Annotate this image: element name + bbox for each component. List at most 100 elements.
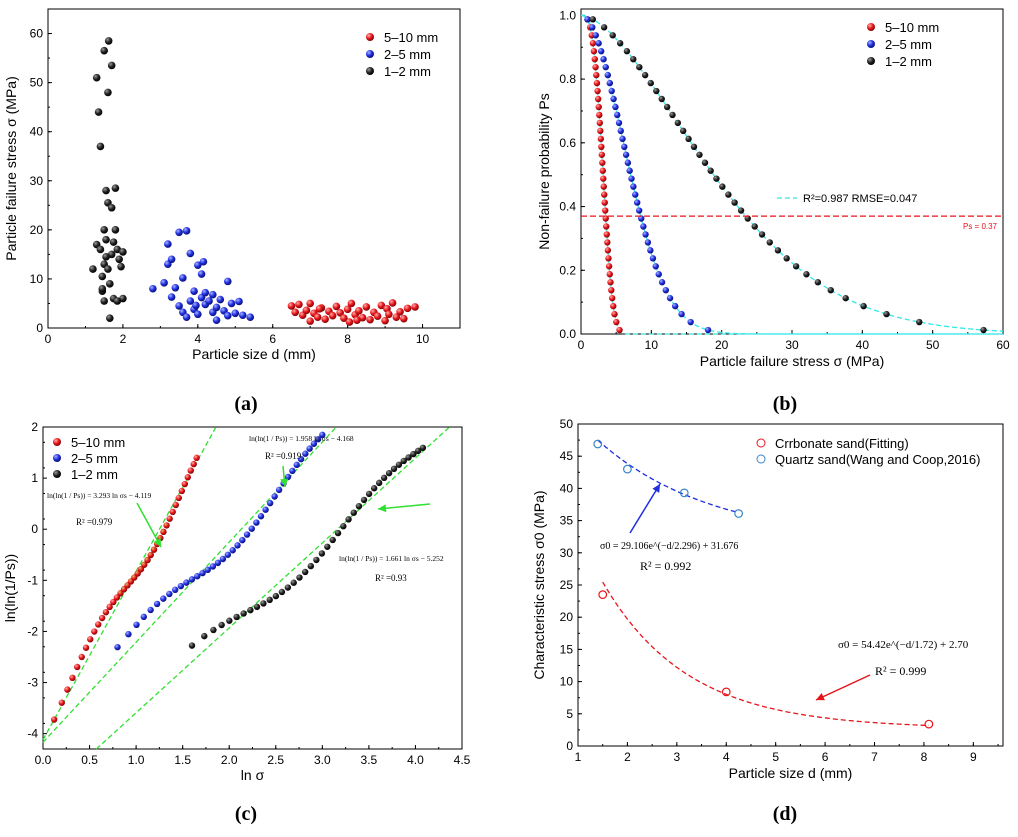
data-point bbox=[623, 48, 631, 55]
data-point bbox=[306, 445, 313, 452]
data-point bbox=[293, 461, 300, 469]
data-point bbox=[655, 271, 662, 278]
data-point bbox=[219, 555, 227, 563]
data-point bbox=[644, 239, 652, 246]
x-tick-label: 4.5 bbox=[454, 753, 471, 767]
data-point bbox=[137, 566, 145, 573]
data-point bbox=[595, 40, 602, 47]
x-tick-label: 1.0 bbox=[128, 753, 145, 767]
data-point bbox=[78, 653, 85, 661]
data-point bbox=[104, 88, 112, 97]
annotation-arrowhead bbox=[652, 484, 660, 493]
data-point bbox=[58, 699, 65, 706]
data-point bbox=[685, 135, 692, 143]
fit-curve bbox=[602, 581, 929, 727]
data-point bbox=[231, 309, 240, 318]
x-axis-label: ln σ bbox=[241, 767, 265, 783]
legend-marker bbox=[756, 438, 766, 448]
x-tick-label: 1.5 bbox=[174, 753, 191, 767]
data-point bbox=[355, 307, 363, 315]
data-point bbox=[334, 529, 342, 537]
legend-label: 5–10 mm bbox=[885, 20, 939, 35]
data-point bbox=[758, 231, 766, 238]
data-point bbox=[365, 490, 373, 498]
data-point bbox=[324, 543, 331, 550]
data-point bbox=[149, 284, 157, 293]
data-point bbox=[619, 135, 626, 143]
data-point bbox=[605, 255, 612, 262]
data-point bbox=[94, 108, 103, 116]
r2-annotation: R² = 0.992 bbox=[640, 559, 691, 573]
data-point bbox=[287, 302, 296, 310]
data-point bbox=[687, 318, 694, 326]
data-point bbox=[633, 199, 641, 206]
equation-annotation: ln(ln(1 / Ps)) = 1.958 ln σs − 4.168 bbox=[249, 434, 354, 443]
data-point bbox=[175, 228, 183, 237]
data-point bbox=[307, 562, 315, 570]
data-point bbox=[113, 297, 122, 305]
fit-curve bbox=[580, 14, 1004, 332]
data-point bbox=[235, 297, 243, 306]
legend-marker bbox=[53, 454, 61, 462]
data-point bbox=[171, 586, 179, 594]
data-point bbox=[199, 257, 208, 266]
y-tick-label: 20 bbox=[560, 610, 574, 624]
data-point bbox=[860, 302, 867, 310]
legend-label: 5–10 mm bbox=[71, 435, 125, 450]
data-point bbox=[109, 238, 118, 246]
data-point bbox=[247, 606, 254, 614]
data-point bbox=[234, 542, 241, 549]
x-tick-label: 4 bbox=[723, 750, 730, 764]
legend-marker bbox=[53, 438, 61, 446]
y-axis-label: Non-failure probability Ps bbox=[536, 93, 552, 249]
y-tick-label: 10 bbox=[560, 675, 574, 689]
x-tick-label: 0.5 bbox=[81, 753, 98, 767]
data-point bbox=[224, 551, 232, 558]
data-point bbox=[377, 301, 386, 310]
data-point bbox=[212, 303, 221, 312]
data-point bbox=[328, 311, 337, 320]
plot-frame bbox=[47, 8, 461, 329]
y-tick-label: 5 bbox=[566, 707, 573, 721]
data-point bbox=[584, 16, 591, 23]
panel-label-d: (d) bbox=[773, 803, 797, 825]
data-point bbox=[362, 303, 371, 311]
data-point bbox=[188, 576, 196, 583]
data-point bbox=[289, 467, 296, 475]
y-tick-label: 1.0 bbox=[559, 8, 576, 22]
data-point bbox=[603, 223, 610, 230]
y-axis-label: Particle failure stress σ (MPa) bbox=[3, 76, 19, 260]
x-tick-label: 0 bbox=[578, 338, 585, 352]
x-tick-label: 7 bbox=[871, 750, 878, 764]
data-point bbox=[630, 183, 637, 190]
data-point bbox=[591, 55, 598, 63]
data-point bbox=[104, 265, 112, 273]
data-point bbox=[91, 628, 98, 635]
data-point bbox=[593, 71, 600, 79]
legend-label: Quartz sand(Wang and Coop,2016) bbox=[775, 452, 980, 467]
legend-marker bbox=[366, 33, 374, 41]
data-point bbox=[193, 454, 200, 462]
x-axis-label: Particle failure stress σ (MPa) bbox=[700, 353, 884, 369]
data-point bbox=[150, 546, 158, 553]
data-point bbox=[647, 79, 654, 87]
y-axis-label: Characteristic stress σ0 (MPa) bbox=[531, 490, 547, 679]
y-tick-label: 60 bbox=[30, 27, 44, 41]
data-point bbox=[396, 308, 404, 316]
data-point bbox=[385, 310, 393, 319]
data-point bbox=[602, 207, 609, 214]
data-point bbox=[590, 48, 598, 55]
data-point bbox=[192, 301, 200, 310]
annotation-arrowhead bbox=[378, 504, 387, 513]
data-point bbox=[737, 207, 745, 214]
x-tick-label: 50 bbox=[926, 338, 940, 352]
legend-marker bbox=[867, 40, 875, 48]
data-point bbox=[598, 143, 605, 151]
data-point bbox=[278, 588, 286, 596]
data-point bbox=[635, 207, 643, 214]
x-tick-label: 0 bbox=[45, 332, 52, 346]
y-tick-label: 50 bbox=[560, 417, 574, 431]
data-point bbox=[616, 326, 623, 334]
data-point bbox=[302, 306, 311, 315]
y-tick-label: 15 bbox=[560, 642, 574, 656]
